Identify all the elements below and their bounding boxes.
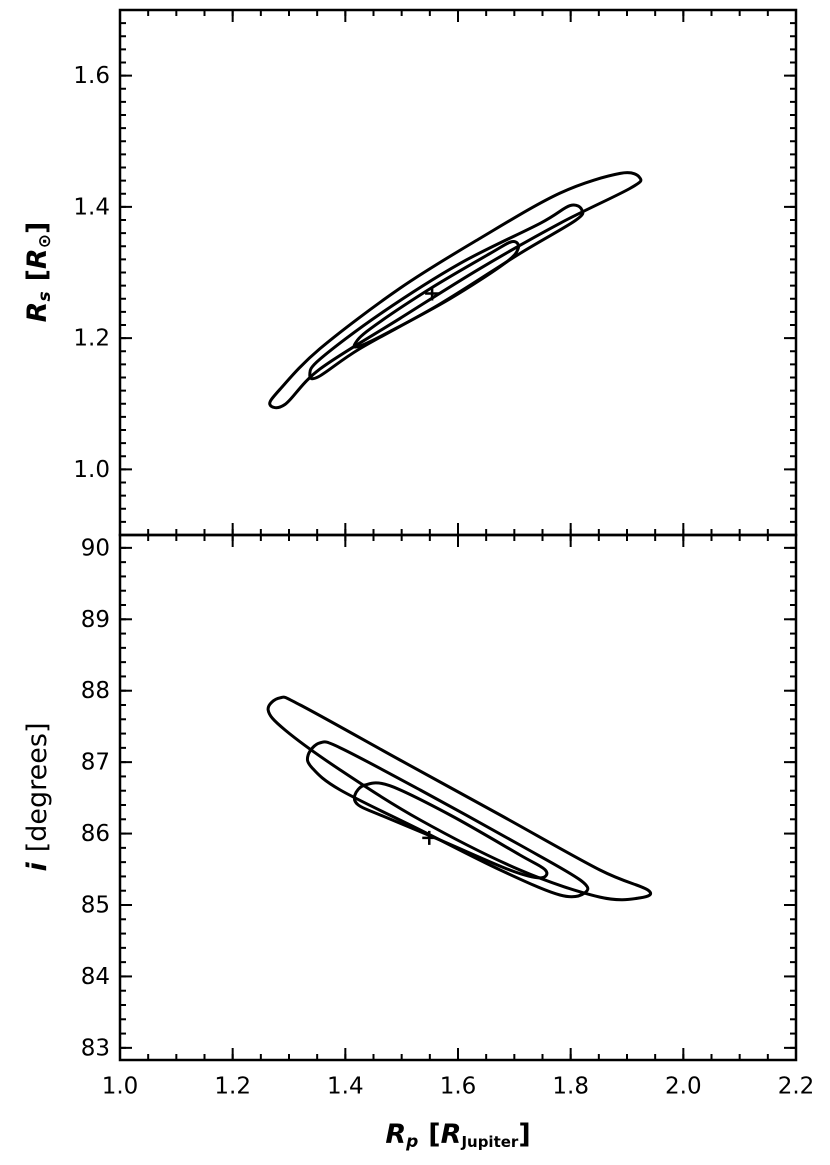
x-tick-label: 1.8	[552, 1074, 589, 1100]
contour	[266, 695, 653, 902]
best-fit-marker	[422, 830, 437, 845]
y-tick-label: 1.2	[73, 326, 110, 352]
x-tick-label: 1.2	[214, 1074, 251, 1100]
y-tick-label: 89	[81, 607, 110, 633]
plot-frame	[118, 533, 798, 1062]
contour	[308, 203, 585, 381]
y-tick-label: 87	[81, 750, 110, 776]
y-tick-label: 1.6	[73, 63, 110, 89]
x-tick-label: 1.4	[327, 1074, 364, 1100]
x-tick-label: 1.6	[440, 1074, 477, 1100]
bracket: [	[428, 1119, 440, 1150]
symbol-sub: s	[35, 291, 55, 301]
symbol-sub: p	[405, 1132, 418, 1152]
unit-sub: Jupiter	[460, 1133, 518, 1151]
x-tick-label: 2.0	[665, 1074, 702, 1100]
symbol: R	[385, 1119, 406, 1150]
y-tick-label: 88	[81, 678, 110, 704]
bracket: [	[22, 269, 53, 281]
contour	[352, 781, 549, 880]
contour	[305, 740, 590, 899]
y-tick-label: 85	[81, 893, 110, 919]
y-axis-label: i [degrees]	[22, 722, 53, 871]
contour	[352, 240, 521, 349]
best-fit-marker	[425, 286, 440, 301]
y-tick-label: 83	[81, 1035, 110, 1061]
unit-sub: ⊙	[35, 234, 55, 248]
y-tick-label: 1.4	[73, 194, 110, 220]
x-tick-label: 1.0	[102, 1074, 139, 1100]
y-tick-label: 86	[81, 821, 110, 847]
y-tick-label: 90	[81, 535, 110, 561]
unit: R	[22, 248, 53, 269]
unit: R	[441, 1119, 462, 1150]
x-axis-label: Rp [RJupiter]	[385, 1119, 530, 1153]
y-tick-label: 1.0	[73, 457, 110, 483]
x-tick-label: 2.2	[778, 1074, 815, 1100]
unit: [degrees]	[22, 722, 53, 852]
y-tick-label: 84	[81, 964, 110, 990]
bracket: ]	[22, 222, 53, 234]
bracket: ]	[518, 1119, 530, 1150]
symbol: R	[22, 302, 53, 323]
symbol: i	[22, 862, 53, 872]
y-axis-label: Rs[R⊙]	[22, 222, 56, 323]
